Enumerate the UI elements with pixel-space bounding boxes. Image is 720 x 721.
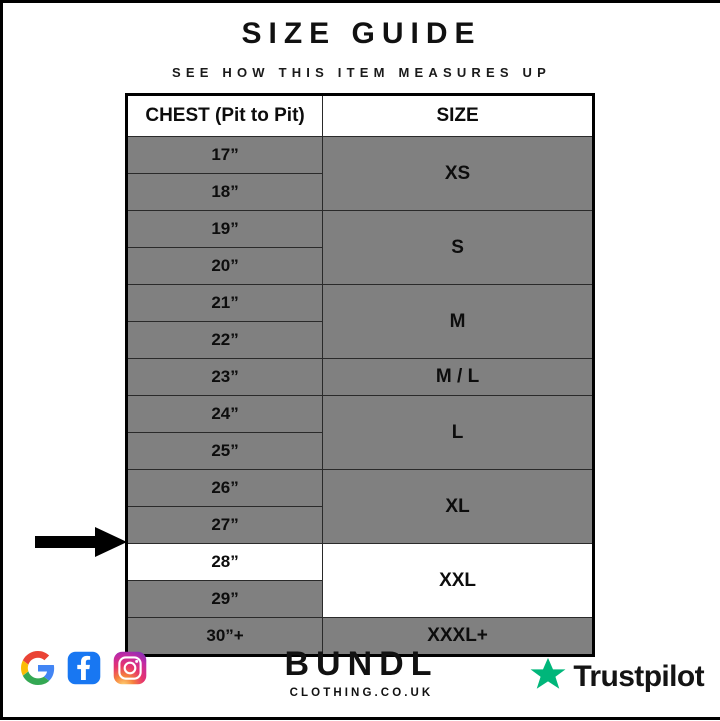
- highlight-arrow: [35, 527, 127, 557]
- table-row: 26” XL: [125, 469, 594, 544]
- size-label-cell: M / L: [322, 358, 594, 396]
- brand-logo: BUNDL CLOTHING.CO.UK: [3, 647, 720, 699]
- size-label-cell: XXXL+: [322, 617, 594, 656]
- chest-measurement-cell: 19”: [125, 210, 324, 248]
- size-table-container: CHEST (Pit to Pit) SIZE 17” XS 18” 19” S 20” 2…: [125, 93, 595, 657]
- facebook-icon[interactable]: [67, 651, 101, 685]
- trustpilot-star-icon: [530, 657, 566, 696]
- table-row: 20”: [125, 247, 594, 285]
- chest-measurement-cell: 24”: [125, 395, 324, 433]
- size-label-cell: L: [322, 395, 594, 470]
- chest-measurement-cell: 22”: [125, 321, 324, 359]
- table-row: 25”: [125, 432, 594, 470]
- column-header-chest: CHEST (Pit to Pit): [125, 94, 324, 137]
- table-header-row: CHEST (Pit to Pit) SIZE: [125, 94, 594, 137]
- chest-measurement-cell: 28”: [125, 543, 324, 581]
- size-label-cell: XS: [322, 136, 594, 211]
- table-row: 19” S: [125, 210, 594, 285]
- chest-measurement-cell: 20”: [125, 247, 324, 285]
- chest-measurement-cell: 29”: [125, 580, 324, 618]
- table-row: 27”: [125, 506, 594, 544]
- size-label-cell: XL: [322, 469, 594, 544]
- table-row: 29”: [125, 580, 594, 618]
- size-label-cell: XXL: [322, 543, 594, 618]
- trustpilot-logo[interactable]: Trustpilot: [530, 657, 705, 696]
- page-header: SIZE GUIDE SEE HOW THIS ITEM MEASURES UP: [3, 3, 720, 80]
- table-row: 17” XS: [125, 136, 594, 211]
- chest-measurement-cell: 17”: [125, 136, 324, 174]
- page-title: SIZE GUIDE: [241, 17, 482, 50]
- chest-measurement-cell: 25”: [125, 432, 324, 470]
- trustpilot-wordmark: Trustpilot: [573, 659, 704, 693]
- brand-domain: CLOTHING.CO.UK: [289, 687, 434, 699]
- column-header-size: SIZE: [322, 94, 594, 137]
- table-row: 21” M: [125, 284, 594, 359]
- size-label-cell: S: [322, 210, 594, 285]
- google-icon[interactable]: [21, 651, 55, 685]
- page-subtitle: SEE HOW THIS ITEM MEASURES UP: [171, 64, 552, 80]
- table-row: 28” XXL: [125, 543, 594, 618]
- table-row: 18”: [125, 173, 594, 211]
- chest-measurement-cell: 18”: [125, 173, 324, 211]
- table-row: 24” L: [125, 395, 594, 470]
- chest-measurement-cell: 21”: [125, 284, 324, 322]
- size-table-body: 17” XS 18” 19” S 20” 21” M 22” 23” M / L 24” L 25” 26”…: [125, 136, 594, 656]
- size-table: CHEST (Pit to Pit) SIZE 17” XS 18” 19” S 20” 2…: [125, 93, 595, 657]
- size-label-cell: M: [322, 284, 594, 359]
- social-links: [21, 651, 147, 685]
- chest-measurement-cell: 26”: [125, 469, 324, 507]
- instagram-icon[interactable]: [113, 651, 147, 685]
- brand-name: BUNDL: [284, 645, 439, 683]
- table-row: 30”+ XXXL+: [125, 617, 594, 656]
- chest-measurement-cell: 23”: [125, 358, 324, 396]
- chest-measurement-cell: 27”: [125, 506, 324, 544]
- table-row: 23” M / L: [125, 358, 594, 396]
- page-footer: BUNDL CLOTHING.CO.UK Trustpilot: [3, 639, 720, 721]
- chest-measurement-cell: 30”+: [125, 617, 324, 656]
